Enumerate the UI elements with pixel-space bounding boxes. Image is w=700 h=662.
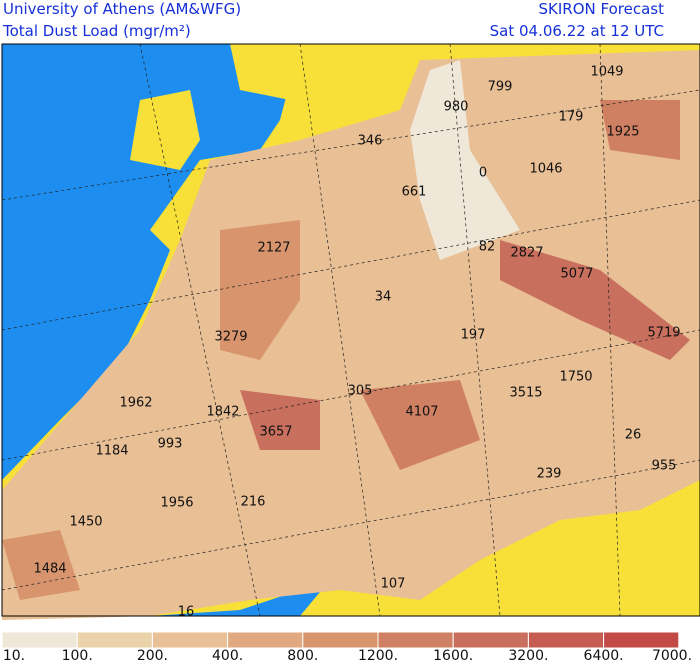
graticule	[1, 43, 700, 617]
map-value-label: 2827	[510, 246, 543, 261]
header-line: University of Athens (AM&WFG)	[3, 0, 241, 18]
colorbar-label: 1200.	[358, 648, 398, 662]
header-line: SKIRON Forecast	[539, 0, 665, 18]
colorbar-swatch	[227, 631, 304, 649]
map-value-label: 34	[375, 290, 392, 305]
dust-area	[360, 380, 480, 470]
map-value-label: 1046	[529, 162, 562, 177]
colorbar-swatch	[1, 631, 78, 649]
colorbar-label: 100.	[62, 648, 93, 662]
colorbar-swatch	[76, 631, 153, 649]
dust-area	[240, 390, 320, 450]
header-line: Sat 04.06.22 at 12 UTC	[490, 22, 664, 40]
map-value-label: 3279	[214, 330, 247, 345]
map-value-label: 955	[652, 459, 677, 474]
colorbar-swatch	[377, 631, 454, 649]
header-line: Total Dust Load (mgr/m²)	[2, 22, 191, 40]
map-value-label: 5719	[647, 326, 680, 341]
colorbar-swatch	[527, 631, 605, 649]
map-value-label: 216	[241, 495, 266, 510]
map-value-label: 26	[625, 428, 642, 443]
map-value-label: 1750	[559, 370, 592, 385]
map-value-label: 3515	[509, 386, 542, 401]
map-value-label: 1484	[33, 562, 66, 577]
land	[130, 90, 200, 170]
dust-area	[2, 50, 700, 620]
map-value-label: 1956	[160, 496, 193, 511]
colorbar-swatch	[151, 631, 229, 649]
colorbar-swatch	[302, 631, 379, 649]
map-labels: 799 980 1049 179 1925 346 0 1046 661 2127 82 2827 50…	[33, 65, 680, 620]
map-value-label: 1450	[69, 515, 102, 530]
map-value-label: 346	[358, 134, 383, 149]
map-value-label: 661	[402, 185, 427, 200]
dust-area	[410, 60, 520, 260]
colorbar-label: 10.	[3, 648, 25, 662]
map-value-label: 1925	[606, 125, 639, 140]
colorbar-label: 1600.	[433, 648, 473, 662]
dust-area	[220, 220, 300, 360]
map-value-label: 993	[158, 437, 183, 452]
map-value-label: 4107	[405, 405, 438, 420]
map-value-label: 0	[479, 166, 487, 181]
colorbar: 10. 100. 200. 400. 800. 1200. 1600. 3200. 6400. 7…	[1, 631, 692, 662]
colorbar-label: 7000.	[652, 648, 692, 662]
colorbar-swatch	[603, 631, 680, 649]
dust-area	[500, 240, 690, 360]
map-value-label: 16	[178, 605, 195, 620]
map-value-label: 980	[444, 100, 469, 115]
land	[230, 44, 300, 100]
map	[1, 43, 700, 620]
map-value-label: 799	[488, 80, 513, 95]
map-value-label: 1842	[206, 405, 239, 420]
colorbar-label: 3200.	[508, 648, 548, 662]
map-value-label: 197	[461, 328, 486, 343]
dust-area	[600, 100, 680, 160]
map-value-label: 239	[537, 467, 562, 482]
map-value-label: 179	[559, 110, 584, 125]
colorbar-swatch	[452, 631, 529, 649]
map-value-label: 107	[381, 577, 406, 592]
map-value-label: 305	[348, 384, 373, 399]
map-value-label: 1049	[590, 65, 623, 80]
map-value-label: 3657	[259, 425, 292, 440]
dust-area	[2, 530, 80, 600]
colorbar-label: 800.	[287, 648, 318, 662]
map-frame	[1, 43, 700, 617]
colorbar-label: 400.	[212, 648, 243, 662]
colorbar-label: 6400.	[584, 648, 624, 662]
map-value-label: 82	[479, 240, 496, 255]
colorbar-label: 200.	[137, 648, 168, 662]
map-value-label: 5077	[560, 267, 593, 282]
map-value-label: 2127	[257, 241, 290, 256]
map-value-label: 1962	[119, 396, 152, 411]
map-value-label: 1184	[95, 444, 128, 459]
